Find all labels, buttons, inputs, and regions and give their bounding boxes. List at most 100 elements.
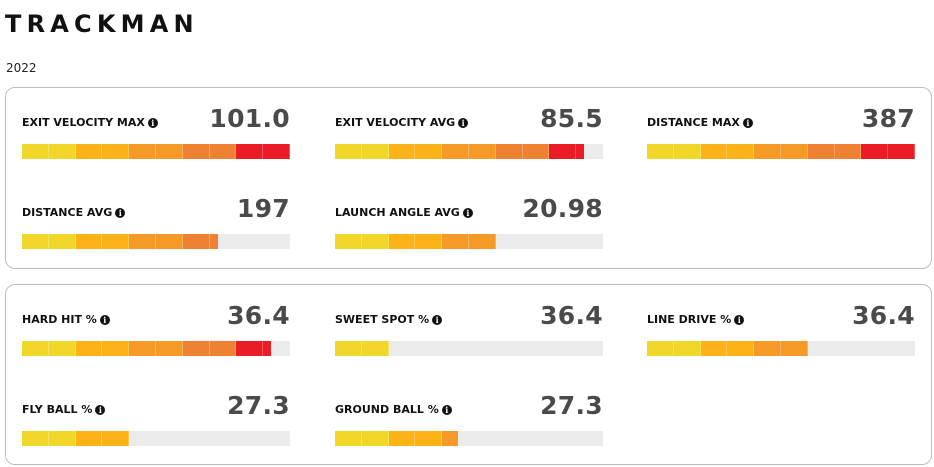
percentile-bar xyxy=(22,431,290,446)
bar-segment xyxy=(155,234,183,249)
metric-value: 27.3 xyxy=(540,391,603,420)
bar-segment xyxy=(834,144,862,159)
percentile-bar xyxy=(335,144,603,159)
bar-segment xyxy=(442,234,469,249)
metric-label: GROUND BALL % i xyxy=(335,403,452,416)
batted-ball-type-panel: HARD HIT % i 36.4 SWEET SPOT % i 36.4 LINE DRI… xyxy=(5,284,932,465)
bar-segment xyxy=(129,341,156,356)
percentile-bar xyxy=(22,341,290,356)
metric-distance-max: DISTANCE MAX i 387 xyxy=(647,99,915,159)
bar-segment xyxy=(182,341,210,356)
percentile-bar xyxy=(335,341,603,356)
season-year: 2022 xyxy=(6,61,37,75)
metric-label: HARD HIT % i xyxy=(22,313,110,326)
metric-label: LAUNCH ANGLE AVG i xyxy=(335,206,473,219)
bar-segment xyxy=(415,234,443,249)
metric-value: 36.4 xyxy=(540,301,603,330)
percentile-bar-fill xyxy=(22,234,218,249)
metric-label-text: GROUND BALL % xyxy=(335,403,439,416)
info-icon[interactable]: i xyxy=(432,314,443,325)
percentile-bar-fill xyxy=(335,144,584,159)
metric-value: 85.5 xyxy=(540,104,603,133)
percentile-bar-fill xyxy=(22,431,129,446)
metric-value: 27.3 xyxy=(227,391,290,420)
metric-label-text: DISTANCE AVG xyxy=(22,206,113,219)
bar-segment xyxy=(780,144,808,159)
bar-segment xyxy=(335,341,362,356)
metric-distance-avg: DISTANCE AVG i 197 xyxy=(22,189,290,249)
info-icon[interactable]: i xyxy=(115,207,126,218)
metric-label-text: EXIT VELOCITY AVG xyxy=(335,116,456,129)
metric-value: 20.98 xyxy=(522,194,603,223)
metric-line-drive-pct: LINE DRIVE % i 36.4 xyxy=(647,296,915,356)
info-icon[interactable]: i xyxy=(734,314,745,325)
bar-segment xyxy=(522,144,550,159)
percentile-bar-fill xyxy=(335,341,389,356)
bar-segment xyxy=(75,431,103,446)
info-icon[interactable]: i xyxy=(95,404,106,415)
percentile-bar-fill xyxy=(22,144,290,159)
bar-segment xyxy=(442,144,469,159)
metric-value: 36.4 xyxy=(852,301,915,330)
bar-segment xyxy=(727,341,755,356)
metric-label-text: DISTANCE MAX xyxy=(647,116,740,129)
bar-segment xyxy=(754,341,781,356)
trackman-logo: TRACKMAN xyxy=(5,10,199,38)
bar-segment xyxy=(236,144,264,159)
metric-value: 36.4 xyxy=(227,301,290,330)
percentile-bar xyxy=(22,234,290,249)
bar-segment xyxy=(442,431,458,446)
bar-segment xyxy=(700,341,728,356)
bar-segment xyxy=(102,431,129,446)
bar-segment xyxy=(129,234,156,249)
metric-value: 197 xyxy=(236,194,290,223)
bar-segment xyxy=(468,144,496,159)
percentile-bar xyxy=(335,234,603,249)
percentile-bar-fill xyxy=(335,431,458,446)
bar-segment xyxy=(388,431,416,446)
info-icon[interactable]: i xyxy=(441,404,452,415)
metric-label-text: LAUNCH ANGLE AVG xyxy=(335,206,460,219)
bar-segment xyxy=(673,144,701,159)
bar-segment xyxy=(888,144,915,159)
info-icon[interactable]: i xyxy=(458,117,469,128)
info-icon[interactable]: i xyxy=(99,314,110,325)
info-icon[interactable]: i xyxy=(742,117,753,128)
bar-segment xyxy=(335,144,362,159)
bar-segment xyxy=(48,234,76,249)
bar-segment xyxy=(335,234,362,249)
bar-segment xyxy=(263,341,271,356)
percentile-bar xyxy=(647,144,915,159)
bar-segment xyxy=(415,431,443,446)
bar-segment xyxy=(48,431,76,446)
bar-segment xyxy=(209,234,218,249)
bar-segment xyxy=(22,431,49,446)
bar-segment xyxy=(647,341,674,356)
metric-label: SWEET SPOT % i xyxy=(335,313,443,326)
bar-segment xyxy=(155,341,183,356)
metric-label: EXIT VELOCITY MAX i xyxy=(22,116,158,129)
bar-segment xyxy=(576,144,584,159)
metric-label-text: LINE DRIVE % xyxy=(647,313,732,326)
bar-segment xyxy=(102,341,130,356)
metric-sweet-spot-pct: SWEET SPOT % i 36.4 xyxy=(335,296,603,356)
info-icon[interactable]: i xyxy=(462,207,473,218)
metric-ground-ball-pct: GROUND BALL % i 27.3 xyxy=(335,386,603,446)
percentile-bar xyxy=(22,144,290,159)
metric-hard-hit-pct: HARD HIT % i 36.4 xyxy=(22,296,290,356)
bar-segment xyxy=(75,341,103,356)
bar-segment xyxy=(495,144,523,159)
bar-segment xyxy=(700,144,728,159)
bar-segment xyxy=(754,144,781,159)
batted-ball-velocity-panel: EXIT VELOCITY MAX i 101.0 EXIT VELOCITY AVG… xyxy=(5,87,932,269)
metric-exit-velocity-max: EXIT VELOCITY MAX i 101.0 xyxy=(22,99,290,159)
bar-segment xyxy=(673,341,701,356)
metric-label-text: FLY BALL % xyxy=(22,403,93,416)
bar-segment xyxy=(468,234,496,249)
bar-segment xyxy=(22,341,49,356)
metric-exit-velocity-avg: EXIT VELOCITY AVG i 85.5 xyxy=(335,99,603,159)
bar-segment xyxy=(182,144,210,159)
bar-segment xyxy=(335,431,362,446)
info-icon[interactable]: i xyxy=(147,117,158,128)
metric-launch-angle-avg: LAUNCH ANGLE AVG i 20.98 xyxy=(335,189,603,249)
